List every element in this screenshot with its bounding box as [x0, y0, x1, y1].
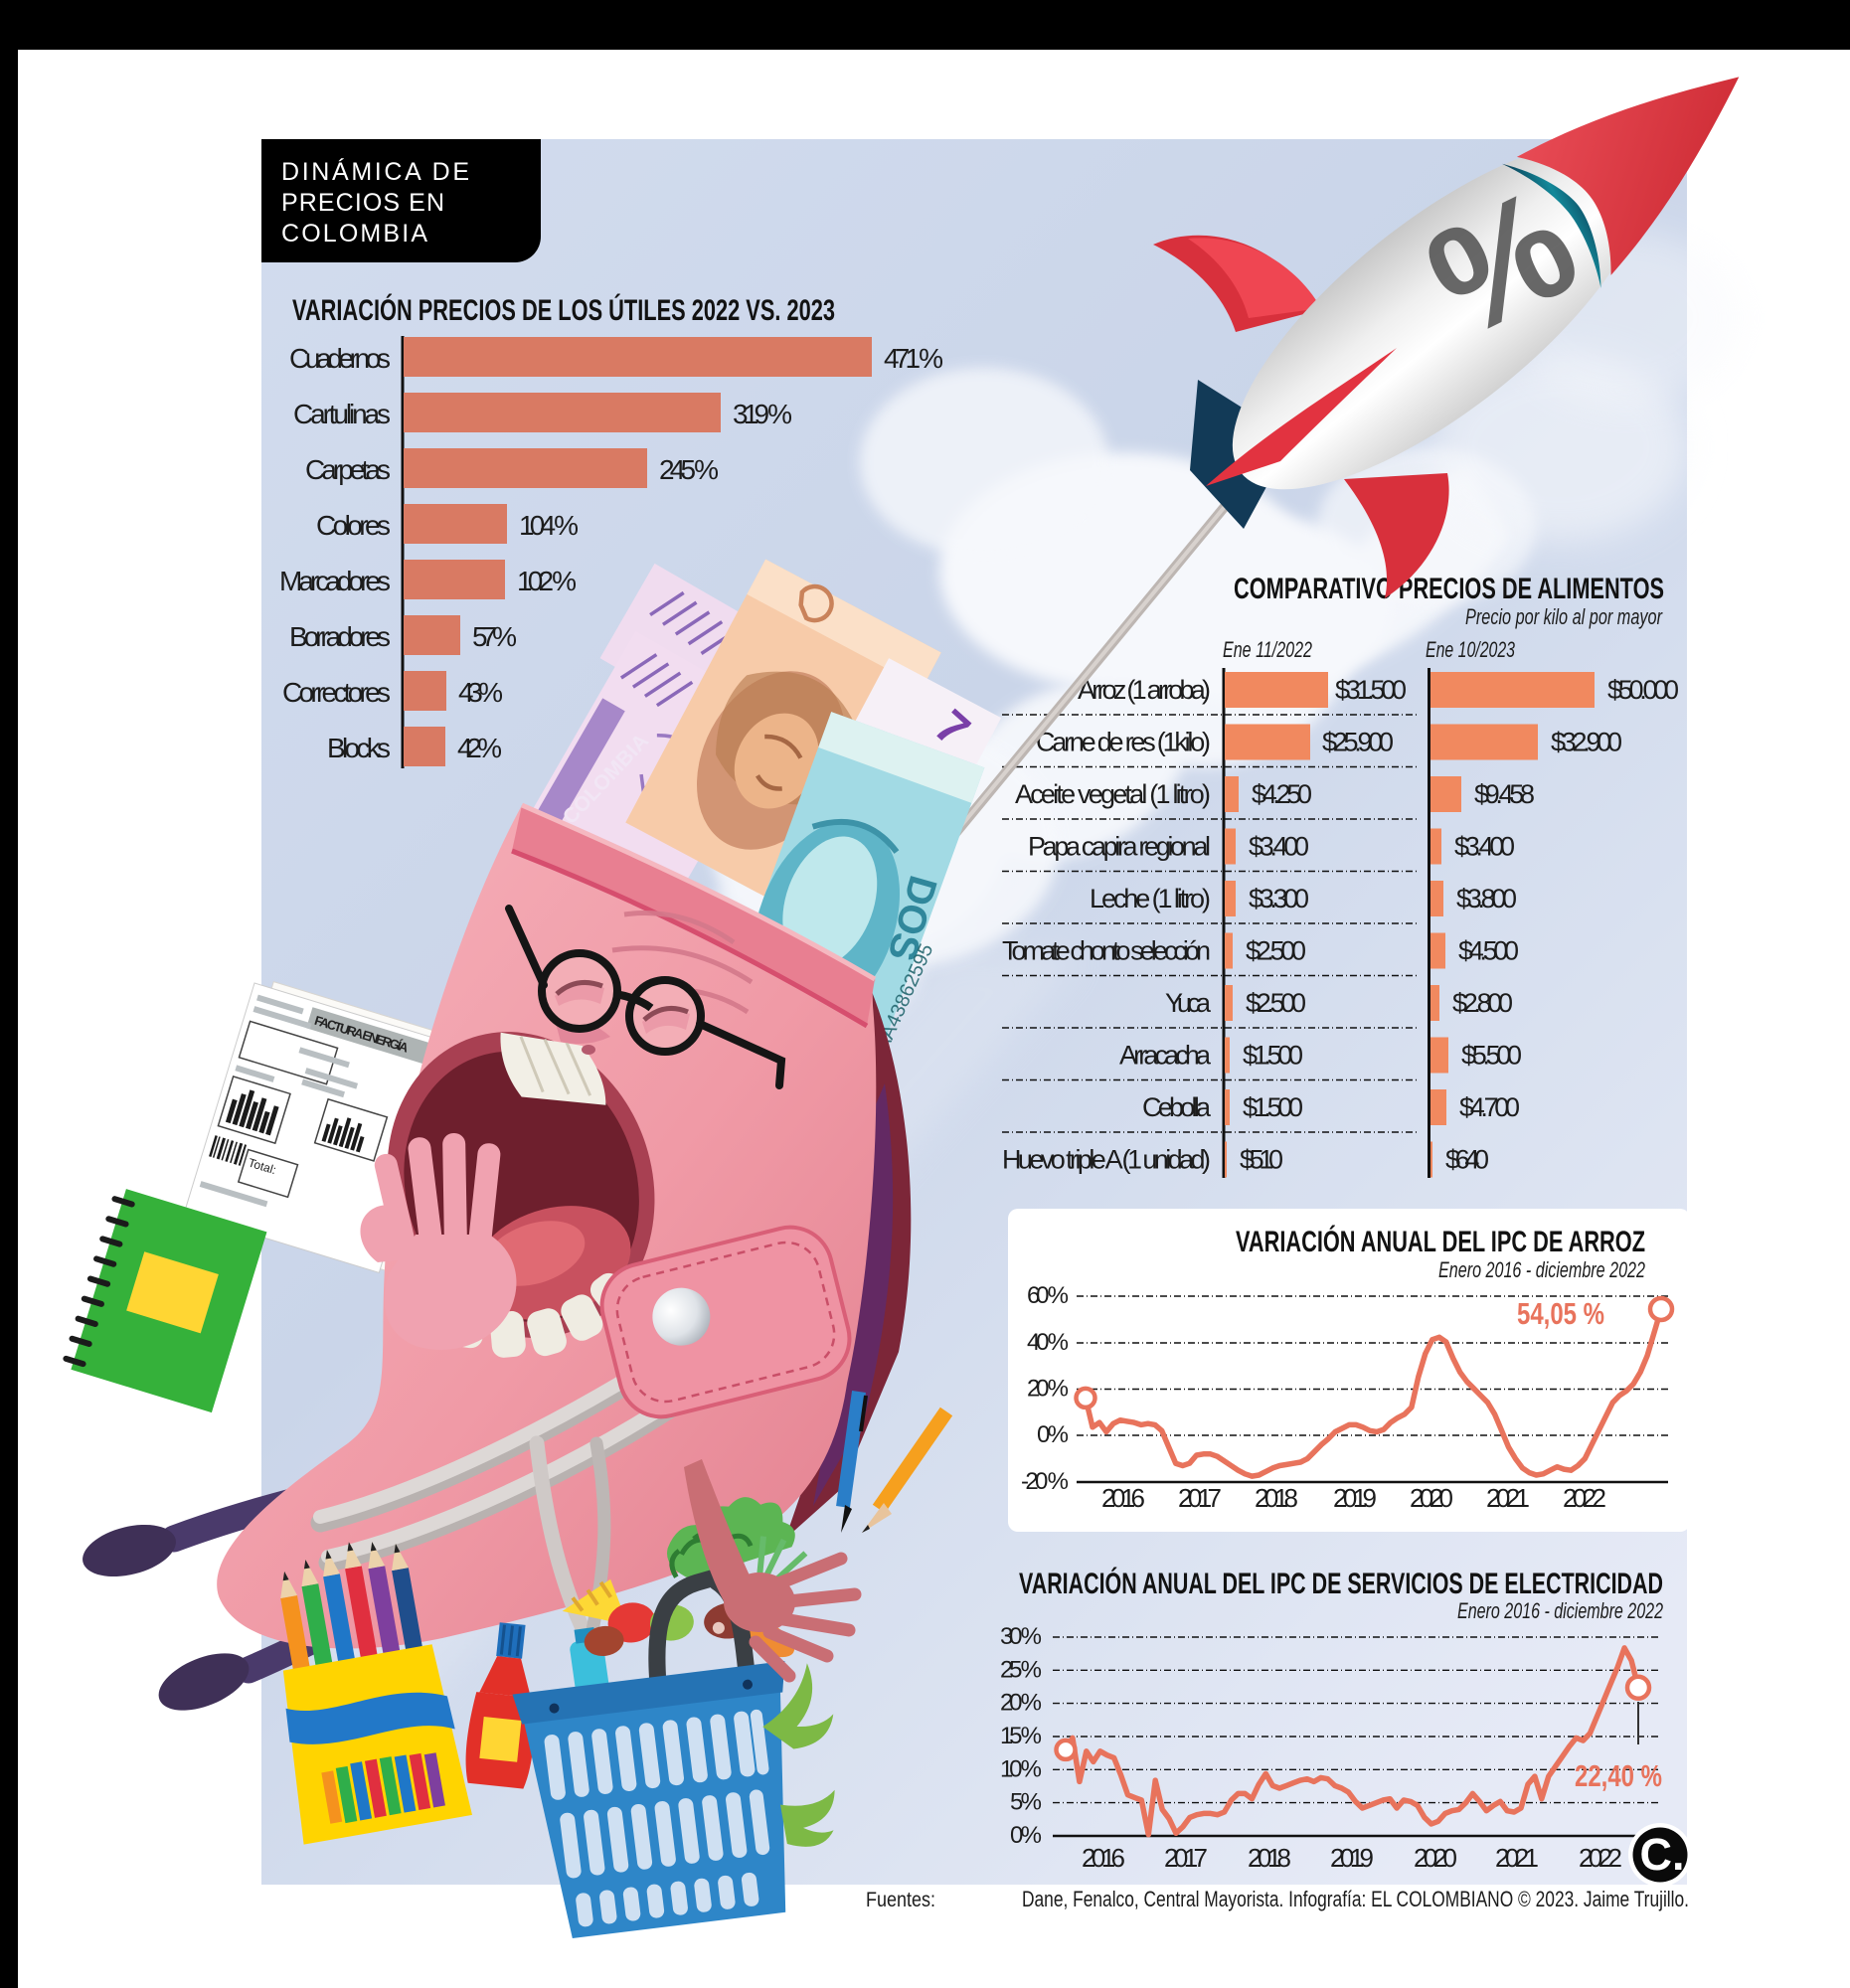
svg-text:VARIACIÓN ANUAL DEL IPC DE SER: VARIACIÓN ANUAL DEL IPC DE SERVICIOS DE … — [1019, 1567, 1663, 1600]
svg-text:2018: 2018 — [1248, 1843, 1291, 1873]
svg-text:Marcadores: Marcadores — [279, 566, 391, 596]
svg-text:Papa capira regional: Papa capira regional — [1028, 832, 1211, 862]
svg-text:COMPARATIVO PRECIOS DE ALIMENT: COMPARATIVO PRECIOS DE ALIMENTOS — [1234, 573, 1664, 605]
svg-text:471 %: 471 % — [884, 343, 943, 374]
svg-text:$510: $510 — [1240, 1145, 1283, 1175]
svg-text:25 %: 25 % — [1000, 1656, 1042, 1683]
svg-text:$9.458: $9.458 — [1474, 779, 1535, 809]
svg-text:2022: 2022 — [1563, 1483, 1606, 1513]
svg-text:Blocks: Blocks — [327, 733, 391, 763]
svg-text:20 %: 20 % — [1000, 1690, 1042, 1717]
svg-text:$1.500: $1.500 — [1243, 1092, 1303, 1122]
svg-text:Huevo triple A (1 unidad): Huevo triple A (1 unidad) — [1002, 1145, 1211, 1175]
svg-text:$1.500: $1.500 — [1243, 1041, 1303, 1071]
svg-text:15 %: 15 % — [1000, 1723, 1042, 1749]
svg-text:2019: 2019 — [1333, 1483, 1377, 1513]
svg-text:2016: 2016 — [1101, 1483, 1145, 1513]
svg-text:$640: $640 — [1445, 1145, 1489, 1175]
svg-text:2020: 2020 — [1414, 1843, 1457, 1873]
svg-text:Ene 10/2023: Ene 10/2023 — [1426, 637, 1516, 662]
svg-text:VARIACIÓN ANUAL DEL IPC DE ARR: VARIACIÓN ANUAL DEL IPC DE ARROZ — [1236, 1225, 1645, 1258]
svg-text:DINÁMICA DE: DINÁMICA DE — [281, 157, 469, 186]
svg-text:Precio por kilo al por mayor: Precio por kilo al por mayor — [1465, 604, 1663, 629]
svg-text:Cartulinas: Cartulinas — [293, 399, 391, 429]
svg-text:COLOMBIA: COLOMBIA — [281, 220, 427, 248]
svg-text:PRECIOS EN: PRECIOS EN — [281, 189, 444, 217]
svg-text:20 %: 20 % — [1027, 1376, 1069, 1403]
svg-text:-20 %: -20 % — [1021, 1468, 1069, 1495]
svg-text:Ene 11/2022: Ene 11/2022 — [1223, 637, 1312, 662]
svg-text:$2.500: $2.500 — [1246, 988, 1306, 1018]
svg-text:102 %: 102 % — [517, 566, 577, 596]
svg-text:10 %: 10 % — [1000, 1755, 1042, 1782]
svg-text:$3.300: $3.300 — [1249, 884, 1309, 913]
svg-text:319 %: 319 % — [733, 399, 792, 429]
svg-text:2022: 2022 — [1579, 1843, 1622, 1873]
svg-text:$3.800: $3.800 — [1456, 884, 1517, 913]
svg-text:C.: C. — [1640, 1829, 1685, 1880]
svg-text:0 %: 0 % — [1010, 1822, 1042, 1849]
svg-text:$25.900: $25.900 — [1322, 728, 1394, 757]
svg-text:Enero 2016 - diciembre 2022: Enero 2016 - diciembre 2022 — [1457, 1598, 1663, 1623]
svg-text:$4.700: $4.700 — [1459, 1092, 1520, 1122]
svg-text:40 %: 40 % — [1027, 1329, 1069, 1356]
svg-text:$50.000: $50.000 — [1607, 675, 1679, 705]
svg-text:$4.250: $4.250 — [1252, 779, 1312, 809]
svg-text:Enero 2016 - diciembre 2022: Enero 2016 - diciembre 2022 — [1438, 1257, 1645, 1282]
svg-text:Carpetas: Carpetas — [305, 454, 391, 485]
svg-text:Correctores: Correctores — [282, 677, 391, 708]
svg-text:43 %: 43 % — [458, 677, 503, 708]
svg-text:42 %: 42 % — [457, 733, 502, 763]
svg-text:$2.500: $2.500 — [1246, 936, 1306, 966]
svg-text:VARIACIÓN PRECIOS DE LOS ÚTILE: VARIACIÓN PRECIOS DE LOS ÚTILES 2022 VS.… — [292, 293, 835, 327]
svg-text:245 %: 245 % — [659, 454, 719, 485]
svg-text:$2.800: $2.800 — [1452, 988, 1513, 1018]
svg-text:2018: 2018 — [1255, 1483, 1298, 1513]
svg-text:Colores: Colores — [316, 510, 391, 541]
svg-text:Cuadernos: Cuadernos — [289, 343, 391, 374]
svg-text:$4.500: $4.500 — [1458, 936, 1519, 966]
svg-text:Fuentes:: Fuentes: — [866, 1889, 935, 1911]
svg-text:Dane, Fenalco, Central Mayoris: Dane, Fenalco, Central Mayorista. Infogr… — [1022, 1887, 1689, 1911]
svg-text:104 %: 104 % — [519, 510, 579, 541]
svg-text:60 %: 60 % — [1027, 1282, 1069, 1309]
svg-text:$3.400: $3.400 — [1249, 832, 1309, 862]
svg-text:30 %: 30 % — [1000, 1623, 1042, 1650]
svg-text:Arracacha: Arracacha — [1119, 1041, 1212, 1071]
svg-text:Tomate chonto selección: Tomate chonto selección — [1002, 936, 1211, 966]
svg-text:2021: 2021 — [1495, 1843, 1539, 1873]
svg-text:2020: 2020 — [1410, 1483, 1453, 1513]
svg-text:$31.500: $31.500 — [1335, 675, 1407, 705]
svg-text:54,05 %: 54,05 % — [1517, 1296, 1604, 1331]
svg-text:Cebolla: Cebolla — [1142, 1092, 1212, 1122]
svg-text:Yuca: Yuca — [1165, 988, 1212, 1018]
svg-text:2016: 2016 — [1082, 1843, 1125, 1873]
svg-text:Carne de res (1kilo): Carne de res (1kilo) — [1036, 728, 1211, 757]
svg-text:$32.900: $32.900 — [1551, 728, 1622, 757]
svg-text:$5.500: $5.500 — [1461, 1041, 1522, 1071]
svg-text:2019: 2019 — [1330, 1843, 1374, 1873]
svg-text:0 %: 0 % — [1037, 1421, 1069, 1448]
svg-text:Leche (1 litro): Leche (1 litro) — [1090, 884, 1211, 913]
svg-text:5 %: 5 % — [1010, 1789, 1042, 1816]
svg-text:2021: 2021 — [1486, 1483, 1530, 1513]
svg-text:$3.400: $3.400 — [1454, 832, 1515, 862]
svg-text:22,40 %: 22,40 % — [1575, 1758, 1662, 1793]
svg-text:2017: 2017 — [1164, 1843, 1208, 1873]
svg-text:Arroz (1 arroba): Arroz (1 arroba) — [1078, 675, 1211, 705]
svg-text:Aceite vegetal (1 litro): Aceite vegetal (1 litro) — [1015, 779, 1211, 809]
svg-text:Borradores: Borradores — [289, 621, 391, 652]
svg-text:57 %: 57 % — [472, 621, 517, 652]
svg-text:2017: 2017 — [1178, 1483, 1222, 1513]
